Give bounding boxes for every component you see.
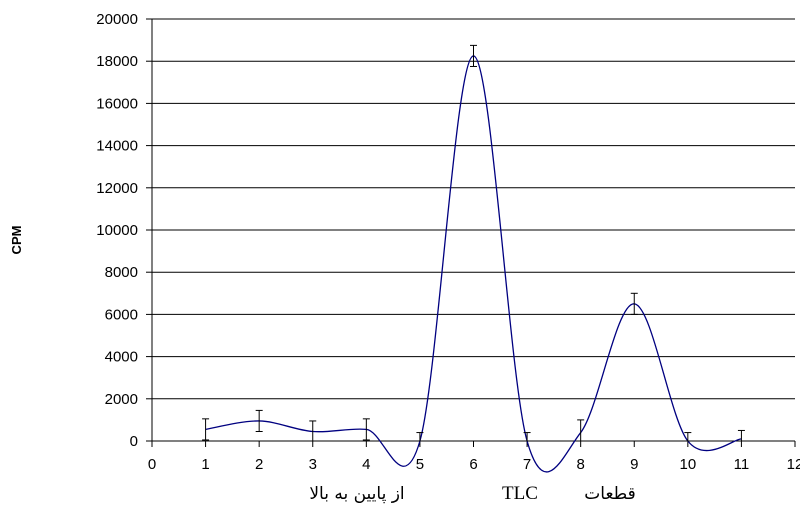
y-tick-label: 6000 (105, 306, 138, 323)
error-bar (255, 409, 263, 433)
y-axis-label: CPM (9, 226, 24, 255)
x-tick-label: 2 (255, 456, 263, 473)
x-tick-label: 10 (679, 456, 696, 473)
x-tick-label: 1 (201, 456, 209, 473)
y-tick-label: 18000 (96, 53, 138, 70)
x-axis-label-right: قطعات (584, 484, 635, 504)
x-tick-label: 7 (523, 456, 531, 473)
error-bar (202, 418, 210, 441)
y-tick-label: 14000 (96, 138, 138, 155)
error-bar (470, 44, 477, 67)
y-tick-label: 12000 (96, 180, 138, 197)
y-tick-label: 8000 (105, 264, 138, 281)
x-tick-label: 5 (416, 456, 424, 473)
y-tick-label: 2000 (105, 391, 138, 408)
x-axis-label-left: از پایین به بالا (309, 484, 404, 504)
x-tick-label: 0 (148, 456, 156, 473)
error-bar (737, 429, 745, 442)
y-tick-label: 10000 (96, 222, 138, 239)
x-tick-label: 3 (309, 456, 317, 473)
x-tick-label: 4 (362, 456, 370, 473)
error-bar (362, 418, 370, 441)
x-tick-labels: 0 1 2 3 4 5 6 7 8 9 10 11 12 (148, 456, 800, 473)
error-bar (523, 432, 531, 442)
axes (146, 18, 796, 447)
x-tick-label: 6 (469, 456, 477, 473)
y-tick-label: 0 (130, 433, 138, 450)
x-axis-label-middle: TLC (502, 483, 538, 504)
x-tick-label: 11 (734, 456, 750, 473)
x-tick-label: 9 (630, 456, 638, 473)
error-bar (577, 419, 585, 442)
y-tick-label: 4000 (105, 349, 138, 366)
error-bars (202, 44, 745, 442)
gridlines (152, 18, 795, 400)
series-group (205, 55, 742, 473)
y-tick-label: 16000 (96, 95, 138, 112)
x-tick-label: 12 (787, 456, 800, 473)
y-tick-labels: 0 2000 4000 6000 8000 10000 12000 14000 16000 180… (96, 11, 138, 450)
error-bar (630, 292, 638, 315)
series-line (205, 55, 742, 473)
error-bar (309, 420, 317, 442)
error-bar (684, 432, 692, 442)
y-tick-label: 20000 (96, 11, 138, 28)
x-tick-label: 8 (576, 456, 584, 473)
error-bar (416, 432, 424, 442)
